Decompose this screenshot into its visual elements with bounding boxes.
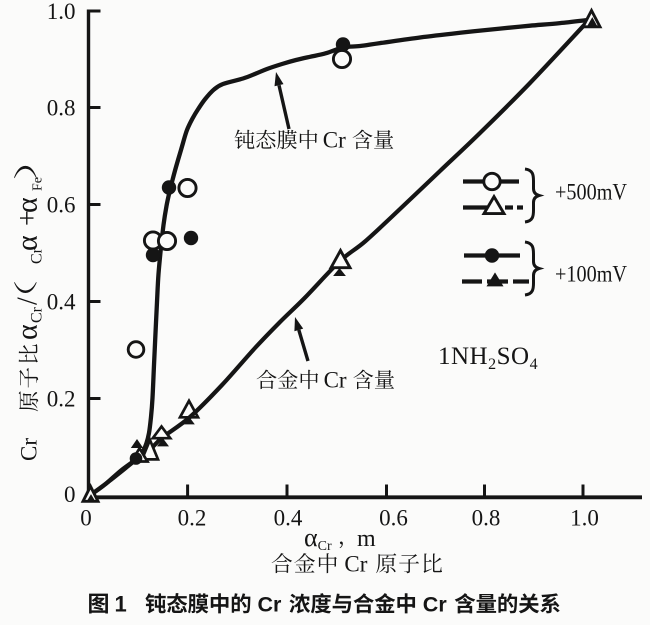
- svg-text:Cr: Cr: [29, 306, 46, 323]
- svg-text:Cr: Cr: [258, 593, 283, 617]
- svg-text:Cr: Cr: [344, 552, 367, 577]
- svg-text:Cr: Cr: [324, 368, 347, 393]
- svg-text:1NH2SO4: 1NH2SO4: [438, 343, 538, 373]
- svg-text:1.0: 1.0: [570, 506, 599, 531]
- svg-text:0.6: 0.6: [379, 506, 408, 531]
- svg-text:α: α: [11, 324, 44, 340]
- svg-text:m: m: [357, 526, 376, 552]
- svg-text:0.8: 0.8: [47, 96, 76, 121]
- svg-text:0: 0: [64, 482, 76, 507]
- svg-text:0.2: 0.2: [178, 506, 207, 531]
- svg-text:0: 0: [80, 506, 92, 531]
- svg-text:Cr: Cr: [17, 438, 42, 461]
- svg-text:Cr: Cr: [323, 128, 346, 153]
- svg-text:0.4: 0.4: [47, 290, 76, 315]
- svg-text:+: +: [13, 210, 44, 226]
- svg-text:Cr: Cr: [29, 247, 46, 264]
- svg-text:0.6: 0.6: [47, 193, 76, 218]
- svg-text:0.2: 0.2: [47, 387, 76, 412]
- svg-text:+100mV: +100mV: [555, 262, 627, 288]
- svg-text:1: 1: [115, 592, 127, 617]
- svg-text:α: α: [11, 235, 44, 251]
- svg-text:α: α: [11, 197, 44, 213]
- svg-text:0.8: 0.8: [472, 506, 501, 531]
- svg-text:Fe: Fe: [31, 177, 46, 191]
- svg-text:/: /: [13, 297, 44, 305]
- svg-text:+500mV: +500mV: [555, 180, 627, 206]
- svg-text:0.4: 0.4: [274, 506, 303, 531]
- svg-text:1.0: 1.0: [47, 0, 76, 24]
- svg-text:Cr: Cr: [423, 593, 448, 617]
